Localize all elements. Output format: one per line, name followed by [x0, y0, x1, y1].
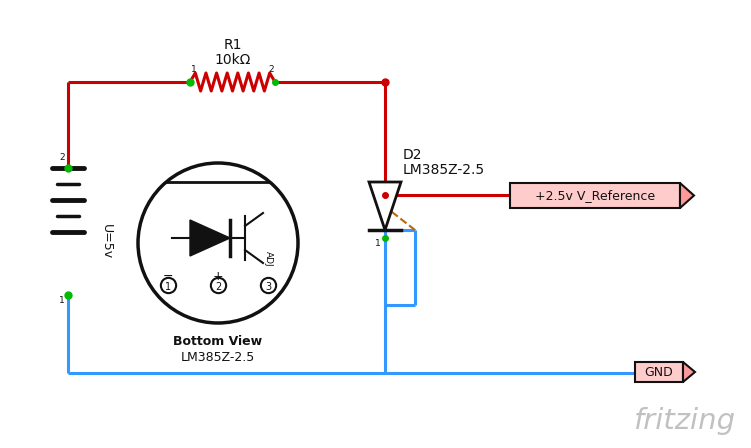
Text: −: − [163, 270, 173, 283]
Text: R1: R1 [223, 38, 242, 52]
Text: 2: 2 [268, 65, 274, 73]
FancyBboxPatch shape [510, 183, 680, 208]
Text: 1: 1 [165, 281, 171, 292]
Text: D2: D2 [403, 148, 423, 162]
Polygon shape [369, 182, 401, 230]
Polygon shape [680, 183, 694, 208]
Text: Bottom View: Bottom View [173, 335, 263, 348]
Polygon shape [190, 220, 230, 256]
FancyBboxPatch shape [635, 362, 683, 382]
Text: 3: 3 [265, 281, 271, 292]
Text: LM385Z-2.5: LM385Z-2.5 [403, 163, 485, 177]
Text: 1: 1 [191, 65, 197, 73]
Text: +: + [213, 270, 223, 283]
Text: ADJ: ADJ [264, 251, 273, 267]
Text: LM385Z-2.5: LM385Z-2.5 [181, 351, 255, 364]
Text: GND: GND [644, 366, 674, 379]
Text: 10kΩ: 10kΩ [214, 53, 251, 67]
Text: 1: 1 [376, 239, 381, 248]
Text: U=5v: U=5v [99, 224, 113, 259]
Text: 2: 2 [376, 183, 381, 192]
Text: 2: 2 [59, 153, 65, 162]
Text: +2.5v V_Reference: +2.5v V_Reference [535, 189, 655, 202]
Text: fritzing: fritzing [633, 407, 735, 435]
Polygon shape [683, 362, 695, 382]
Text: 2: 2 [215, 281, 221, 292]
Text: 1: 1 [59, 296, 65, 305]
